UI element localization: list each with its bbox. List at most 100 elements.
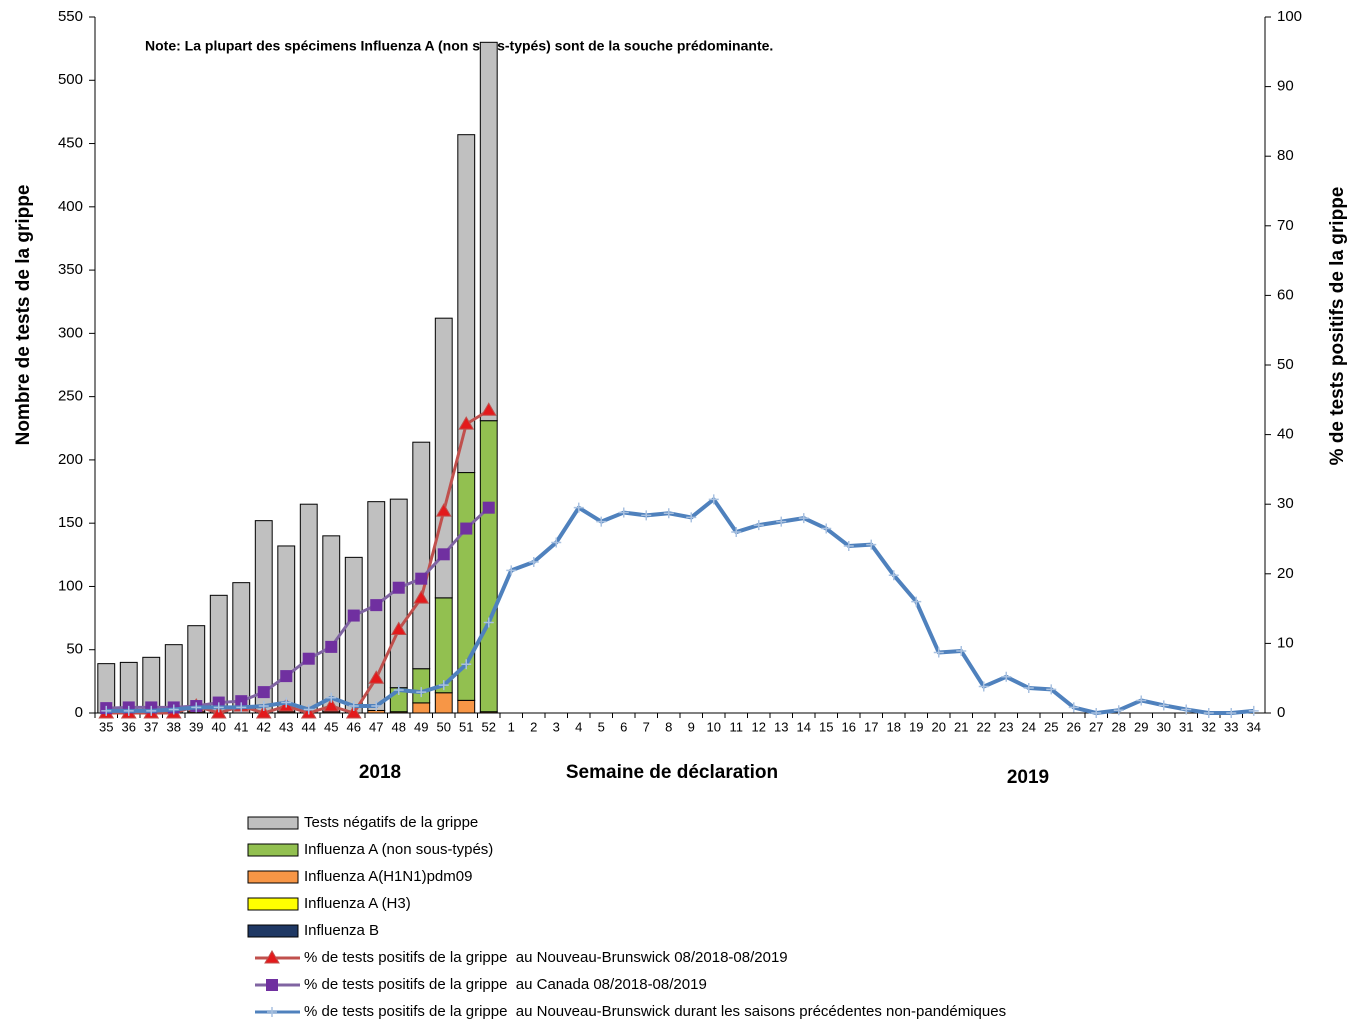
point [368, 670, 385, 684]
y-tick-label: 0 [75, 704, 83, 721]
point [437, 548, 450, 561]
x-tick-label: 19 [909, 719, 923, 734]
x-tick-label: 6 [620, 719, 627, 734]
point [435, 503, 452, 517]
legend-marker [264, 950, 280, 964]
point [978, 681, 989, 692]
x-tick-label: 3 [553, 719, 560, 734]
x-tick-label: 39 [189, 719, 203, 734]
y-tick-label: 450 [58, 135, 83, 152]
bar [299, 503, 318, 714]
point [392, 581, 405, 594]
point [1181, 704, 1192, 715]
point [933, 647, 944, 658]
point [1136, 695, 1147, 706]
bar [479, 420, 498, 713]
x-tick-label: 31 [1179, 719, 1193, 734]
legend-swatch [247, 897, 299, 911]
y-tick-label: 50 [66, 641, 83, 658]
x-tick-label: 51 [459, 719, 473, 734]
y2-tick-label: 0 [1277, 704, 1285, 721]
bar [277, 545, 296, 713]
year-label: 2018 [359, 762, 401, 783]
bar [232, 582, 251, 714]
point [482, 501, 495, 514]
x-tick-label: 29 [1134, 719, 1148, 734]
point [213, 702, 224, 713]
y2-tick-label: 90 [1277, 78, 1294, 95]
legend-marker [267, 1007, 277, 1017]
point [458, 416, 475, 430]
bar [412, 668, 431, 704]
point [506, 565, 517, 576]
point [257, 686, 270, 699]
bar [457, 134, 476, 474]
point [573, 502, 584, 513]
y-tick-label: 350 [58, 261, 83, 278]
point [258, 701, 269, 712]
x-tick-label: 27 [1089, 719, 1103, 734]
point [618, 507, 629, 518]
x-tick-label: 36 [122, 719, 136, 734]
point [483, 617, 494, 628]
point [731, 527, 742, 538]
point [302, 652, 315, 665]
x-tick-label: 13 [774, 719, 788, 734]
point [325, 640, 338, 653]
point [821, 523, 832, 534]
point [371, 701, 382, 712]
point [1248, 705, 1259, 716]
y-tick-label: 300 [58, 324, 83, 341]
point [235, 695, 248, 708]
x-tick-label: 22 [977, 719, 991, 734]
point [168, 704, 179, 715]
line [106, 497, 1254, 715]
x-tick-label: 26 [1067, 719, 1081, 734]
legend-label: Influenza A (non sous-typés) [304, 841, 493, 858]
x-tick-label: 34 [1247, 719, 1261, 734]
y-axis-title: Nombre de tests de la grippe [13, 185, 34, 446]
x-tick-label: 12 [752, 719, 766, 734]
point [101, 705, 112, 716]
point [753, 520, 764, 531]
point [416, 687, 427, 698]
x-tick-label: 44 [302, 719, 316, 734]
point [281, 697, 292, 708]
point [866, 539, 877, 550]
bar [434, 692, 453, 714]
x-tick-label: 50 [437, 719, 451, 734]
y-tick-label: 200 [58, 451, 83, 468]
point [236, 702, 247, 713]
x-tick-label: 4 [575, 719, 582, 734]
y2-tick-label: 40 [1277, 426, 1294, 443]
point [123, 705, 134, 716]
x-tick-label: 5 [598, 719, 605, 734]
x-tick-label: 7 [643, 719, 650, 734]
y2-tick-label: 80 [1277, 147, 1294, 164]
point [348, 701, 359, 712]
point [347, 609, 360, 622]
point [708, 494, 719, 505]
legend-label: % de tests positifs de la grippe au Nouv… [304, 1003, 1006, 1020]
x-tick-label: 30 [1157, 719, 1171, 734]
x-tick-label: 1 [508, 719, 515, 734]
x-tick-label: 41 [234, 719, 248, 734]
point [663, 508, 674, 519]
legend-label: % de tests positifs de la grippe au Cana… [304, 976, 707, 993]
bar [254, 520, 273, 714]
legend-label: Influenza A (H3) [304, 895, 411, 912]
x-tick-label: 18 [887, 719, 901, 734]
point [1203, 708, 1214, 718]
x-tick-label: 25 [1044, 719, 1058, 734]
y2-axis-title: % de tests positifs de la grippe [1327, 187, 1348, 466]
x-tick-label: 35 [99, 719, 113, 734]
x-tick-label: 23 [999, 719, 1013, 734]
bar [322, 535, 341, 713]
x-tick-label: 9 [688, 719, 695, 734]
y-tick-label: 250 [58, 388, 83, 405]
x-tick-label: 20 [932, 719, 946, 734]
x-tick-label: 37 [144, 719, 158, 734]
y2-tick-label: 60 [1277, 286, 1294, 303]
point [1068, 702, 1079, 713]
